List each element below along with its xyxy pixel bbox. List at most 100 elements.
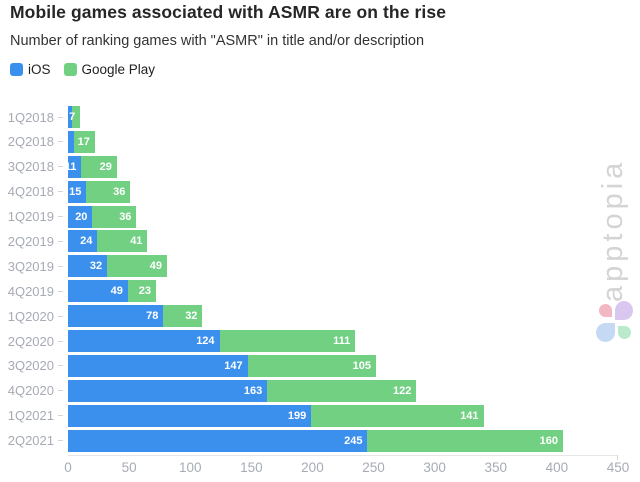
bar-segment-ios [68, 130, 75, 153]
bar-segment-google-play: 36 [92, 205, 137, 228]
bar-value-label: 199 [287, 409, 307, 422]
bar-row: 1Q2018 7 [0, 106, 640, 128]
bar-row: 2Q2019 24 41 [0, 230, 640, 253]
stacked-bar: 124 111 [68, 330, 356, 353]
x-axis-tick-label: 50 [121, 460, 137, 475]
y-axis-label: 3Q2018 [7, 159, 54, 175]
bar-value-label: 29 [99, 160, 112, 173]
legend-label: iOS [28, 62, 51, 77]
stacked-bar: 147 105 [68, 354, 376, 377]
y-axis-label: 4Q2018 [7, 184, 54, 200]
x-axis-tick-label: 0 [64, 460, 72, 475]
stacked-bar: 24 41 [68, 230, 148, 253]
legend-swatch [63, 63, 77, 76]
bar-row: 1Q2020 78 32 [0, 305, 640, 328]
logo-petal-lavender [615, 301, 633, 320]
x-axis-tick-label: 400 [545, 460, 569, 475]
logo-petal-blue [596, 323, 615, 342]
y-axis-label: 1Q2021 [7, 408, 54, 424]
y-axis-label: 3Q2019 [7, 258, 54, 274]
stacked-bar: 17 [68, 130, 95, 153]
bar-value-label: 124 [196, 335, 215, 348]
bar-segment-google-play: 49 [107, 255, 167, 278]
bar-row: 1Q2019 20 36 [0, 205, 640, 228]
bar-row: 3Q2020 147 105 [0, 354, 640, 377]
chart-subtitle: Number of ranking games with "ASMR" in t… [10, 33, 425, 49]
y-axis-tick [58, 415, 63, 417]
x-axis-tick-label: 250 [362, 460, 385, 475]
bar-value-label: 147 [224, 359, 243, 372]
legend: iOS Google Play [10, 62, 155, 77]
stacked-bar: 49 23 [68, 280, 156, 303]
legend-item-ios: iOS [10, 62, 51, 77]
bar-row: 2Q2020 124 111 [0, 330, 640, 353]
bar-row: 2Q2018 17 [0, 130, 640, 153]
bar-segment-ios: 24 [68, 230, 98, 253]
bar-segment-ios: 245 [68, 429, 368, 452]
bar-segment-google-play: 160 [367, 429, 563, 452]
bar-segment-google-play: 141 [311, 404, 484, 427]
x-axis-tick-label: 300 [423, 460, 446, 475]
y-axis-label: 2Q2019 [7, 233, 54, 249]
bar-segment-ios: 20 [68, 205, 93, 228]
bar-segment-ios: 78 [68, 305, 164, 328]
bar-segment-ios: 147 [68, 354, 248, 377]
y-axis-tick [58, 265, 63, 267]
y-axis-tick [58, 191, 63, 193]
bar-segment-google-play: 105 [247, 354, 376, 377]
y-axis-tick [58, 315, 63, 317]
legend-item-google-play: Google Play [63, 62, 156, 77]
y-axis-tick [58, 166, 63, 168]
x-axis-baseline [68, 455, 618, 456]
bar-value-label: 24 [80, 235, 93, 248]
apptopia-logo-icon [596, 301, 634, 349]
bar-segment-google-play: 29 [81, 155, 117, 178]
bar-segment-ios: 199 [68, 404, 312, 427]
bar-value-label: 23 [138, 285, 151, 298]
bar-row: 2Q2021 245 160 [0, 429, 640, 452]
bar-value-label: 245 [344, 434, 363, 447]
bar-value-label: 111 [333, 335, 351, 348]
bar-value-label: 15 [69, 185, 82, 198]
bar-value-label: 49 [110, 285, 123, 298]
bar-row: 4Q2019 49 23 [0, 280, 640, 303]
stacked-bar: 11 29 [64, 155, 117, 178]
logo-petal-pink [599, 304, 612, 317]
y-axis-tick [58, 116, 63, 118]
bar-value-label: 20 [75, 210, 88, 223]
stacked-bar: 245 160 [68, 429, 563, 452]
bar-segment-google-play: 111 [219, 330, 356, 353]
x-axis-tick-label: 350 [484, 460, 508, 475]
x-axis-tick-label: 200 [301, 460, 324, 475]
bar-segment-ios: 11 [64, 155, 82, 178]
y-axis-label: 1Q2020 [7, 308, 54, 324]
bar-value-label: 41 [130, 235, 143, 248]
y-axis-label: 4Q2020 [7, 383, 54, 399]
stacked-bar: 15 36 [68, 180, 131, 203]
y-axis-tick [58, 390, 63, 392]
chart-title: Mobile games associated with ASMR are on… [10, 2, 447, 22]
y-axis-label: 2Q2018 [7, 134, 54, 150]
bar-value-label: 32 [89, 260, 103, 273]
bar-segment-google-play: 122 [267, 379, 417, 402]
y-axis-label: 4Q2019 [7, 283, 54, 299]
y-axis-tick [58, 216, 63, 218]
y-axis-tick [58, 290, 63, 292]
bar-value-label: 163 [243, 384, 263, 397]
y-axis-label: 2Q2020 [7, 333, 54, 349]
bar-value-label: 141 [460, 409, 479, 422]
bar-segment-ios: 49 [68, 280, 128, 303]
bar-segment-ios: 15 [68, 180, 87, 203]
bar-value-label: 32 [185, 310, 198, 323]
bar-value-label: 11 [64, 160, 77, 173]
bar-row: 4Q2018 15 36 [0, 180, 640, 203]
bar-value-label: 122 [392, 384, 412, 397]
stacked-bar: 163 122 [68, 379, 417, 402]
y-axis-label: 1Q2018 [7, 109, 54, 125]
legend-label: Google Play [81, 62, 156, 77]
y-axis-tick [58, 141, 63, 143]
bar-value-label: 160 [539, 434, 558, 447]
bar-value-label: 78 [146, 310, 159, 323]
bar-segment-ios: 32 [68, 255, 108, 278]
